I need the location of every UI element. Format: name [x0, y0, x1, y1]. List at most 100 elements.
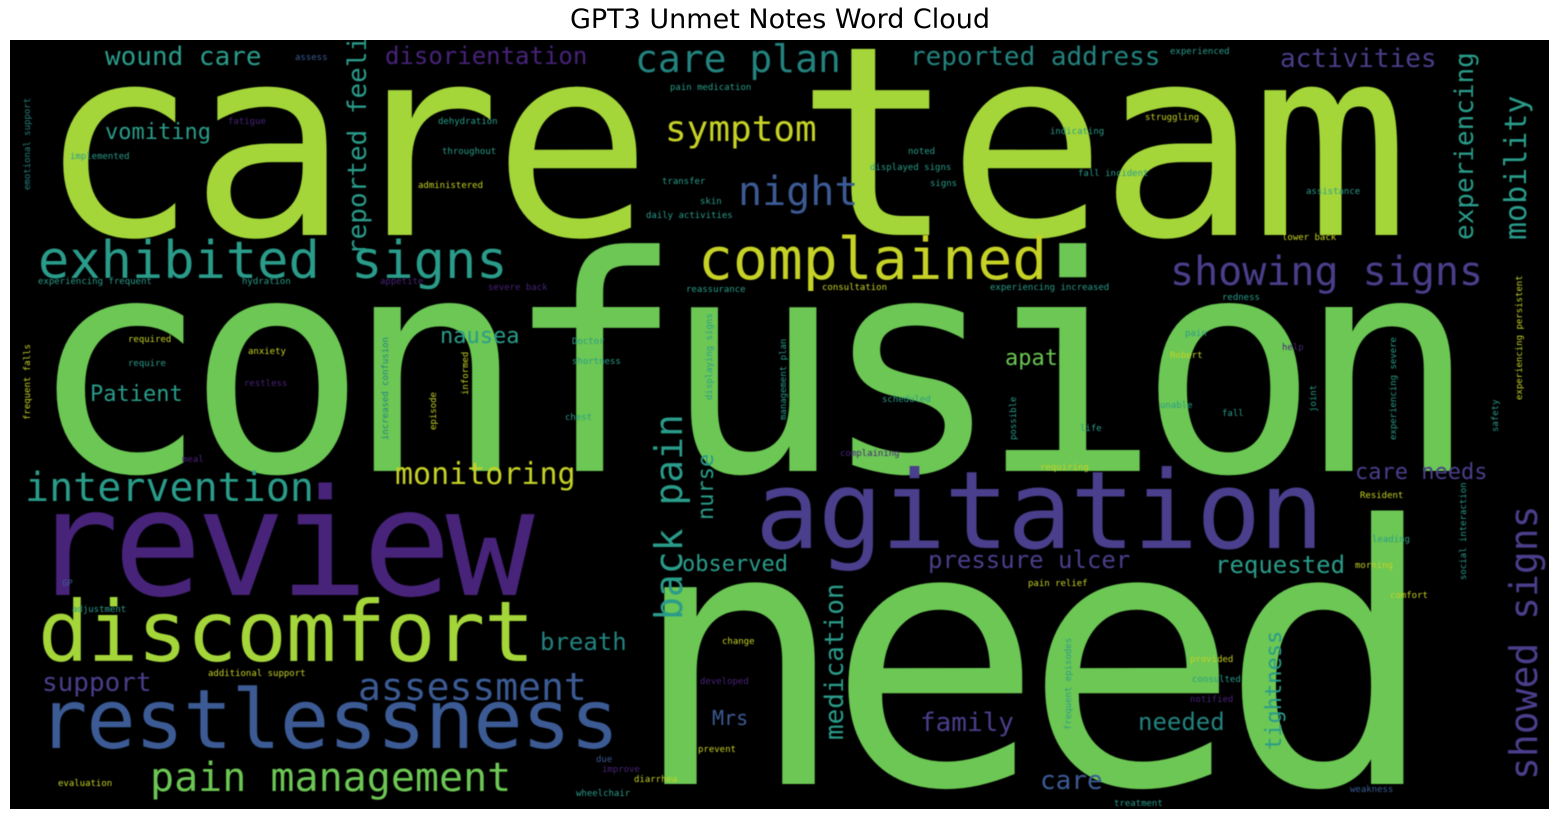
small-word: social interaction [1459, 482, 1469, 580]
word-discomfort: discomfort [38, 583, 535, 681]
word-experiencing: experiencing [1450, 52, 1480, 240]
small-word: throughout [442, 147, 497, 157]
small-word: consulted [1192, 675, 1241, 685]
word-vomiting: vomiting [105, 120, 211, 145]
small-word: joint [1309, 384, 1319, 412]
small-word: displaying signs [705, 313, 715, 400]
small-word: assess [295, 53, 328, 63]
word-requested: requested [1215, 551, 1346, 579]
small-word: developed [700, 677, 749, 687]
word-assessment: assessment [358, 665, 587, 709]
word-exhibited-signs: exhibited signs [38, 231, 508, 291]
small-word: prevent [698, 745, 736, 755]
small-word: treatment [1114, 799, 1163, 809]
word-activities: activities [1280, 44, 1437, 74]
word-apathy: apathy [1005, 346, 1085, 371]
word-breath: breath [540, 628, 627, 656]
small-word: redness [1222, 293, 1260, 303]
small-word: GP [62, 579, 73, 589]
small-word: emotional support [23, 97, 33, 190]
word-care: care [1040, 766, 1103, 796]
word-night: night [738, 169, 859, 215]
small-word: scheduled [882, 395, 931, 405]
small-word: displayed signs [870, 163, 952, 173]
small-word: require [128, 359, 166, 369]
small-word: skin [700, 197, 722, 207]
word-symptom: symptom [665, 109, 817, 150]
small-word: morning [1355, 561, 1393, 571]
small-word: shortness [572, 357, 621, 367]
small-word: administered [418, 181, 484, 191]
word-confusion: confusion [28, 193, 1478, 542]
small-word: pain medication [670, 83, 752, 93]
small-word: Resident [1360, 491, 1404, 501]
word-wound-care: wound care [105, 42, 262, 72]
word-care-team: care team [38, 40, 1410, 298]
small-word: experiencing persistent [1515, 275, 1525, 400]
small-word: Doctor [572, 337, 605, 347]
word-reported-feeling: reported feeling [343, 40, 373, 255]
word-reported-address: reported address [910, 42, 1161, 72]
small-word: implemented [70, 152, 130, 162]
small-word: consultation [822, 283, 888, 293]
small-word: requiring [1040, 463, 1089, 473]
small-word: signs [930, 179, 958, 189]
small-word: leading [1372, 535, 1410, 545]
small-word: frequent episodes [1064, 637, 1074, 730]
small-word: experienced [1170, 47, 1230, 57]
word-nausea: nausea [440, 324, 520, 349]
small-word: life [1080, 424, 1102, 434]
small-word: anxiety [248, 347, 286, 357]
small-word: experiencing frequent [38, 277, 152, 287]
small-word: wheelchair [576, 789, 631, 799]
small-word: chest [565, 413, 593, 423]
word-intervention: intervention [25, 465, 314, 511]
small-word: unable [1160, 401, 1193, 411]
word-patient: Patient [90, 382, 183, 407]
word-restlessness: restlessness [38, 673, 619, 768]
word-mobility: mobility [1499, 95, 1534, 241]
small-word: restless [244, 379, 288, 389]
small-word: comfort [1390, 591, 1428, 601]
small-word: safety [1491, 399, 1501, 432]
small-word: hydration [242, 277, 291, 287]
small-word: daily activities [646, 211, 733, 221]
word-support: support [42, 668, 152, 698]
small-word: complaining [840, 449, 900, 459]
word-pain-management: pain management [150, 755, 512, 801]
small-word: pain [1185, 329, 1207, 339]
small-word: additional support [208, 669, 306, 679]
small-word: lower back [1282, 233, 1337, 243]
small-word: improve [602, 765, 640, 775]
word-tightness: tightness [1262, 630, 1287, 750]
small-word: possible [1009, 396, 1019, 440]
small-word: experiencing increased [990, 283, 1110, 293]
small-word: notified [1190, 695, 1234, 705]
small-word: adjustment [72, 605, 127, 615]
small-word: appetite [380, 277, 424, 287]
word-pressure-ulcer: pressure ulcer [928, 546, 1131, 574]
small-word: dehydration [438, 117, 498, 127]
small-word: Robert [1170, 351, 1203, 361]
word-showing-signs: showing signs [1170, 249, 1484, 295]
small-word: episode [429, 392, 439, 430]
word-medication: medication [820, 583, 850, 740]
chart-title: GPT3 Unmet Notes Word Cloud [569, 4, 991, 35]
small-word: noted [908, 147, 936, 157]
word-showed-signs: showed signs [1502, 505, 1546, 780]
small-word: weakness [1350, 785, 1394, 795]
word-back-pain: back pain [647, 414, 691, 620]
small-word: due [596, 755, 613, 765]
small-word: provided [1190, 655, 1234, 665]
word-observed: observed [682, 552, 788, 577]
small-word: informed [461, 351, 471, 395]
word-cloud: care team confusion need review agitatio… [10, 40, 1549, 809]
word-nurse: nurse [694, 453, 719, 520]
small-word: meal [182, 455, 204, 465]
small-word: pain relief [1028, 579, 1088, 589]
small-word: assistance [1306, 187, 1361, 197]
small-word: experiencing severe [1389, 337, 1399, 440]
small-word: increased confusion [381, 337, 391, 440]
small-word: evaluation [58, 779, 113, 789]
small-word: reassurance [686, 285, 746, 295]
